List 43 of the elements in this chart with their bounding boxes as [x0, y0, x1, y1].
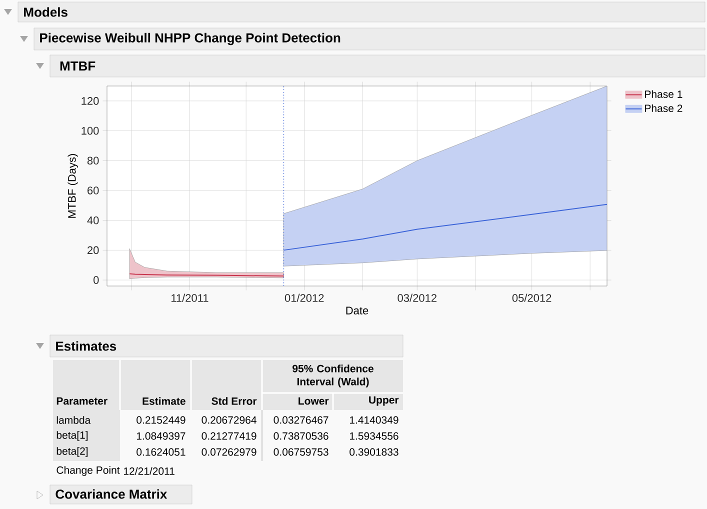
text: 0.06759753 — [274, 448, 328, 456]
text: 0.2152449 — [136, 416, 186, 424]
y-tick-label: 80 — [87, 156, 99, 165]
text: Estimate — [142, 397, 186, 405]
text: Std Error — [212, 397, 257, 405]
legend-label: Phase 1 — [645, 90, 682, 98]
text: Parameter — [56, 397, 108, 405]
text: 1.5934556 — [350, 432, 398, 440]
text: Lower — [298, 397, 329, 405]
text: 1.0849397 — [136, 432, 186, 440]
x-tick-label: 03/2012 — [398, 294, 436, 302]
text: Estimates — [56, 341, 116, 351]
text: 0.03276467 — [274, 416, 328, 424]
text: 1.4140349 — [350, 416, 398, 424]
x-axis-title: Date — [346, 306, 368, 314]
text: Covariance Matrix — [56, 489, 168, 499]
text: 0.3901833 — [350, 448, 398, 456]
text: 95% Confidence Interval (Wald) — [292, 364, 374, 388]
text: 0.21277419 — [202, 432, 256, 440]
text: Piecewise Weibull NHPP Change Point Detection — [40, 32, 340, 46]
x-tick-label: 11/2011 — [171, 294, 208, 302]
y-tick-label: 20 — [88, 246, 99, 254]
text: beta[2] — [56, 447, 88, 457]
text: 0.73870536 — [274, 432, 328, 440]
y-tick-label: 40 — [87, 216, 99, 224]
y-tick-label: 60 — [88, 186, 99, 194]
legend-label: Phase 2 — [645, 104, 682, 112]
y-axis-title: MTBF (Days) — [68, 154, 78, 218]
text: 0.1624051 — [136, 448, 186, 456]
text: 12/21/2011 — [124, 467, 174, 475]
text: Change Point — [56, 466, 120, 476]
text: Upper — [369, 396, 399, 406]
text: beta[1] — [56, 431, 88, 441]
y-tick-label: 0 — [94, 276, 99, 284]
text: lambda — [56, 416, 91, 424]
text: Models — [24, 7, 68, 17]
x-tick-label: 05/2012 — [512, 294, 552, 302]
y-tick-label: 100 — [82, 126, 99, 135]
chart-title: MTBF — [60, 62, 96, 70]
x-tick-label: 01/2012 — [284, 294, 324, 302]
text: 0.20672964 — [202, 416, 256, 424]
y-tick-label: 120 — [82, 97, 99, 105]
text: 0.07262979 — [202, 448, 256, 456]
